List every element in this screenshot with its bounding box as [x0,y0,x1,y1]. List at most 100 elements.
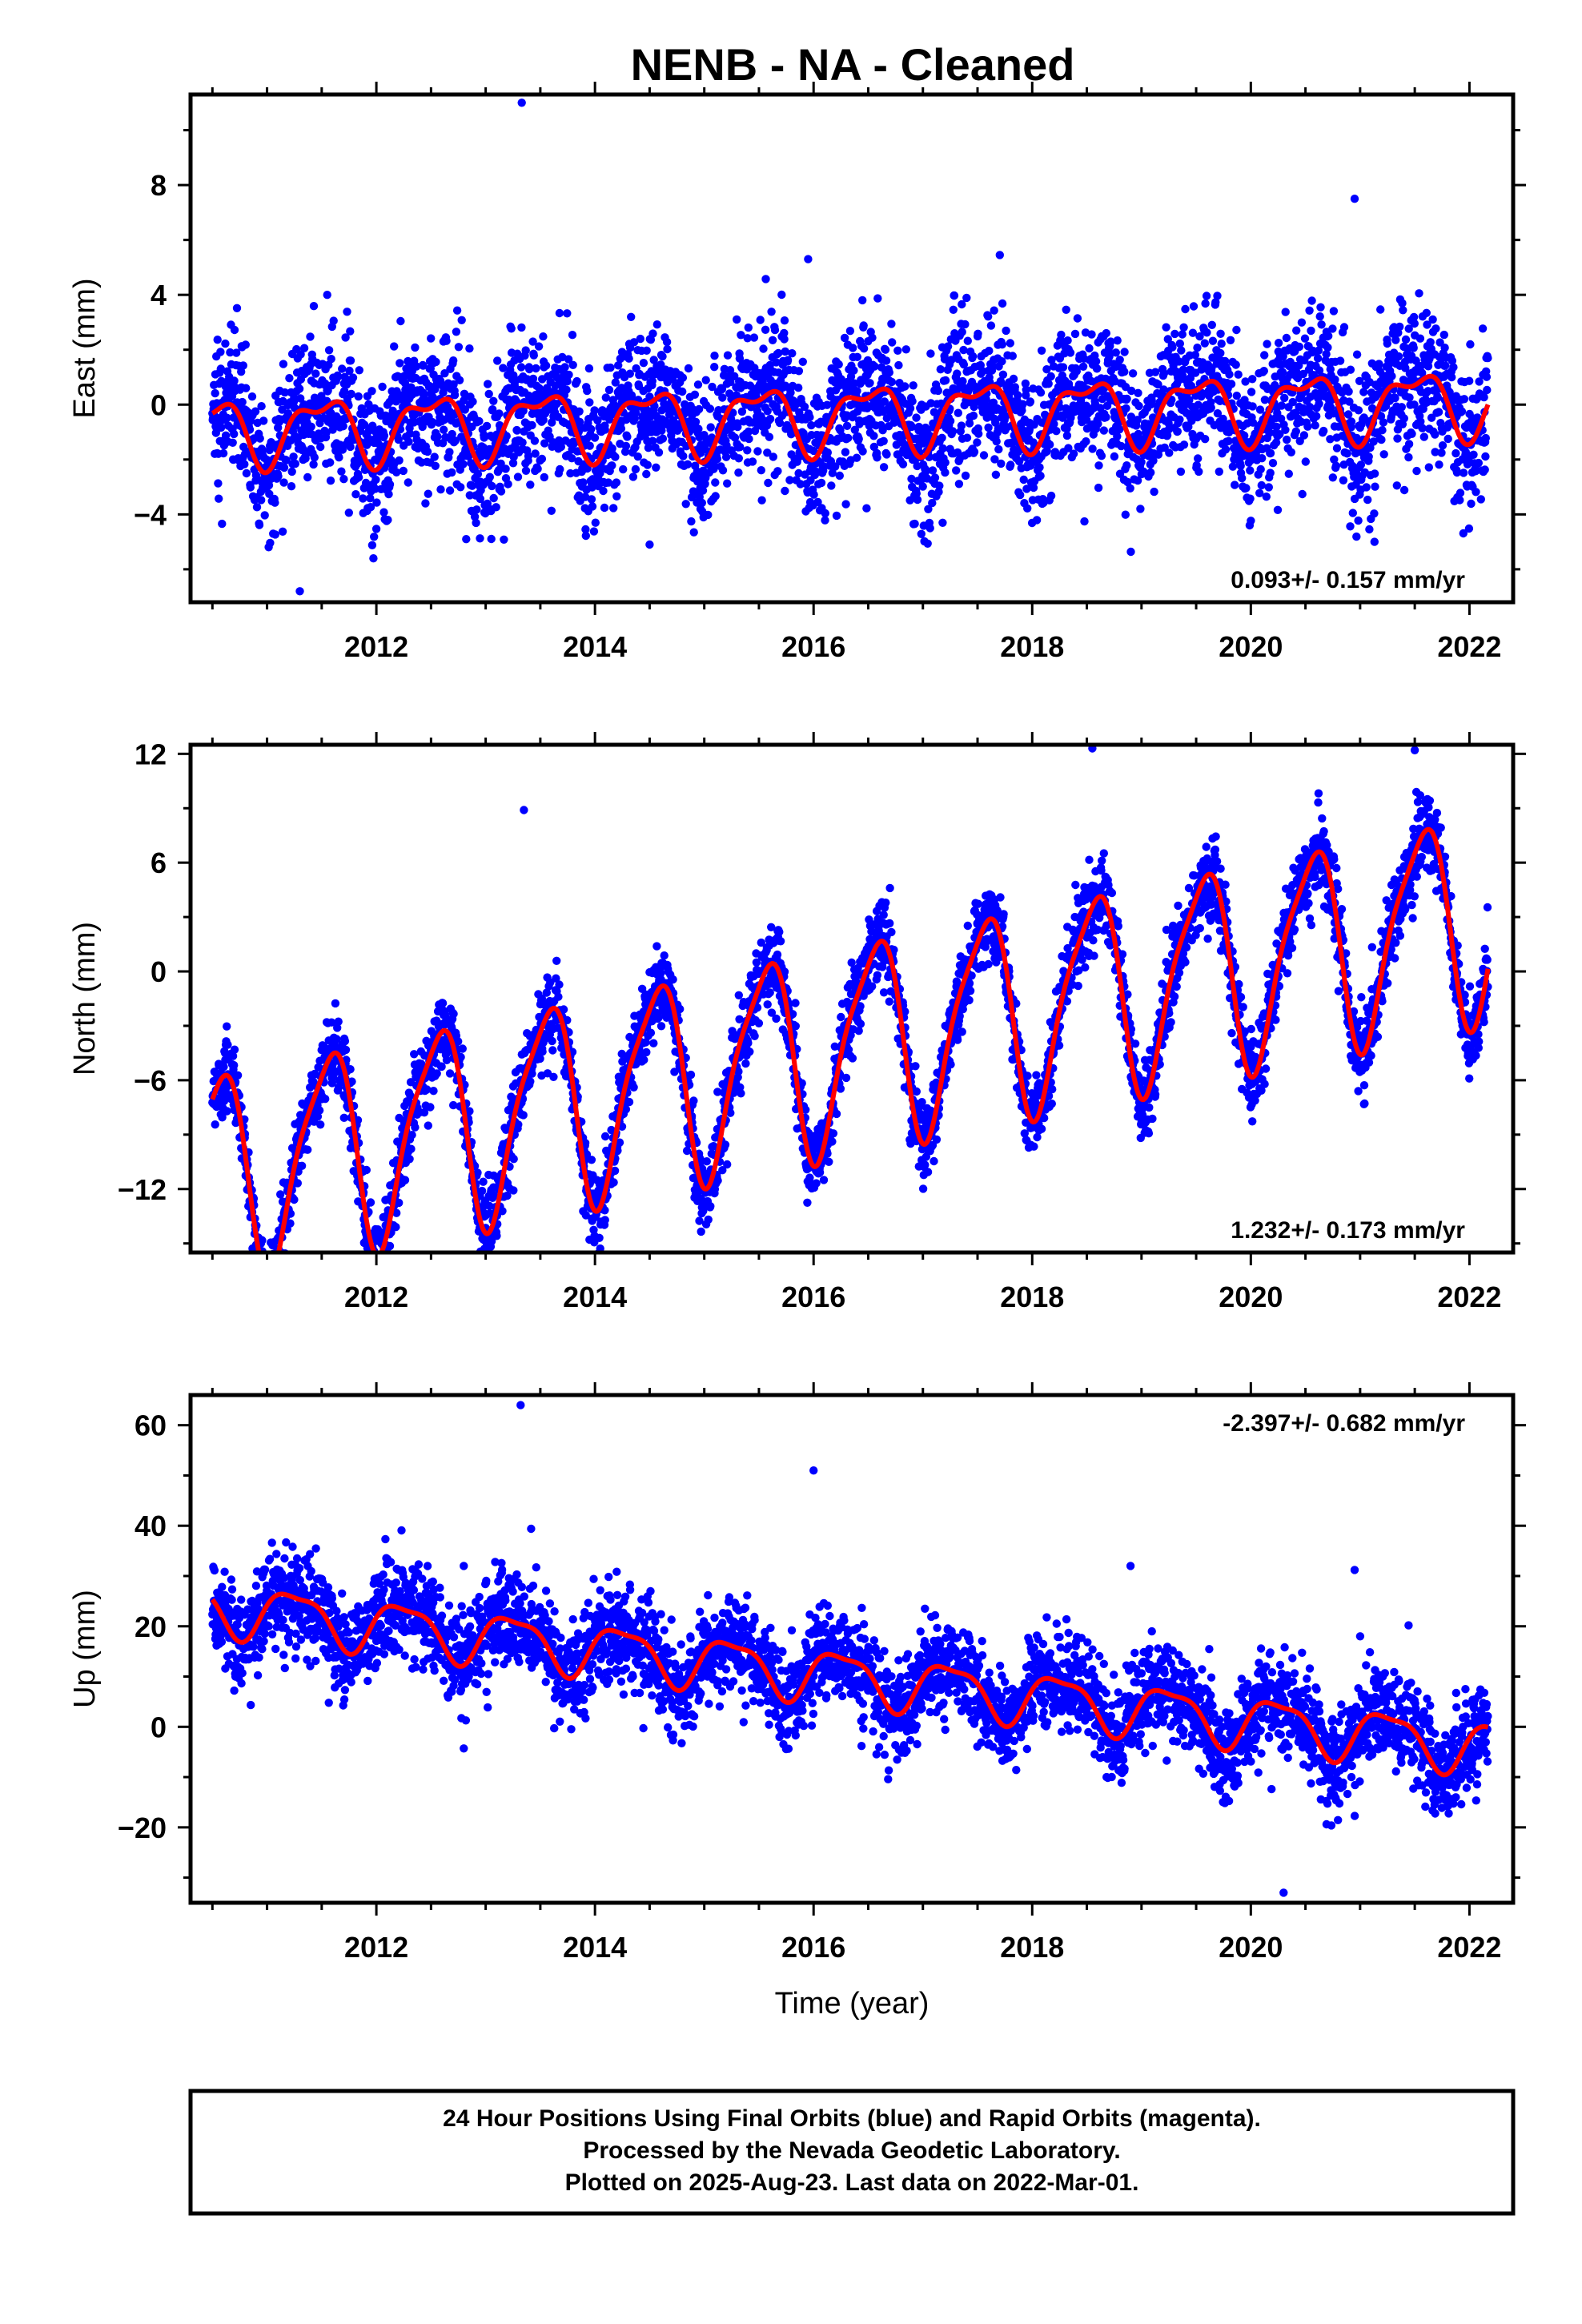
data-point [768,336,777,344]
data-point [426,1103,435,1112]
data-point [454,1037,463,1046]
data-point [795,408,804,417]
data-point [633,452,642,461]
data-point [273,1261,281,1269]
data-point [718,466,728,475]
data-point [1046,372,1055,381]
data-point [1481,452,1490,461]
data-point [1424,463,1434,472]
data-point [442,1055,452,1065]
data-point [264,1325,272,1333]
data-point [1288,397,1297,407]
data-point [1369,437,1378,446]
data-point [794,367,804,376]
data-point [1008,352,1018,360]
data-point [898,460,908,468]
data-point [1316,303,1325,312]
data-point [1073,314,1082,323]
data-point [211,388,219,398]
data-point [296,350,305,359]
data-point [344,509,353,517]
data-point [262,1290,270,1298]
data-point [271,1291,279,1299]
data-point [262,1286,270,1294]
data-point [1173,427,1182,436]
data-point [399,466,408,476]
data-point [1062,305,1070,314]
data-point [1175,339,1185,348]
data-point [588,502,597,511]
data-point [411,343,420,352]
data-point [705,404,715,413]
data-point [371,485,379,493]
data-point [780,316,789,325]
data-point [788,349,797,358]
data-point [1476,495,1486,504]
data-point [1282,333,1291,343]
data-point [306,399,315,408]
data-point [718,393,727,402]
data-point [230,325,239,335]
data-point [708,382,717,392]
data-point [992,437,1001,446]
data-point [1006,339,1015,348]
data-point [457,316,466,324]
data-point [1474,458,1484,468]
data-point [604,385,614,395]
data-point [1299,431,1309,440]
data-point [629,338,639,347]
x-tick-label: 2018 [1000,630,1064,663]
data-point [1377,435,1386,444]
data-point [794,384,803,392]
data-point [1319,426,1328,436]
data-point [237,368,246,376]
data-point [433,432,442,441]
data-point [216,348,225,356]
data-point [504,480,512,489]
data-point [954,480,964,489]
data-point [821,509,830,518]
data-point [485,472,494,481]
data-point [648,436,657,445]
data-point [458,1044,467,1053]
data-point [627,391,636,400]
data-point [1162,323,1170,332]
data-point [894,360,903,370]
data-point [1387,372,1396,380]
data-point [271,1258,279,1266]
data-point [1459,529,1468,538]
data-point [1437,448,1446,457]
data-point [639,359,648,368]
data-point [495,409,504,418]
data-point [437,1062,446,1072]
data-point [454,343,464,352]
data-point [274,472,283,480]
data-point [488,481,496,491]
data-point [239,361,247,370]
data-point [214,479,223,488]
data-point [934,386,943,396]
data-point [255,1265,263,1273]
data-point [1042,365,1051,374]
data-point [628,472,638,481]
data-point [1478,324,1488,333]
data-point [1256,464,1265,474]
data-point [280,388,289,397]
data-point [970,448,979,456]
data-point [938,433,946,442]
data-point [1014,456,1024,466]
data-point [1280,393,1289,403]
data-point [1147,396,1156,405]
data-point [1435,338,1444,347]
data-point [265,489,274,498]
data-point [251,407,260,416]
y-axis-label: East (mm) [68,278,102,418]
data-point [430,452,439,461]
data-point [1016,490,1025,500]
data-point [765,432,774,441]
data-point [1412,466,1421,476]
data-point [324,346,334,355]
data-point [938,518,947,527]
data-point [609,504,618,513]
data-point [1370,509,1379,518]
